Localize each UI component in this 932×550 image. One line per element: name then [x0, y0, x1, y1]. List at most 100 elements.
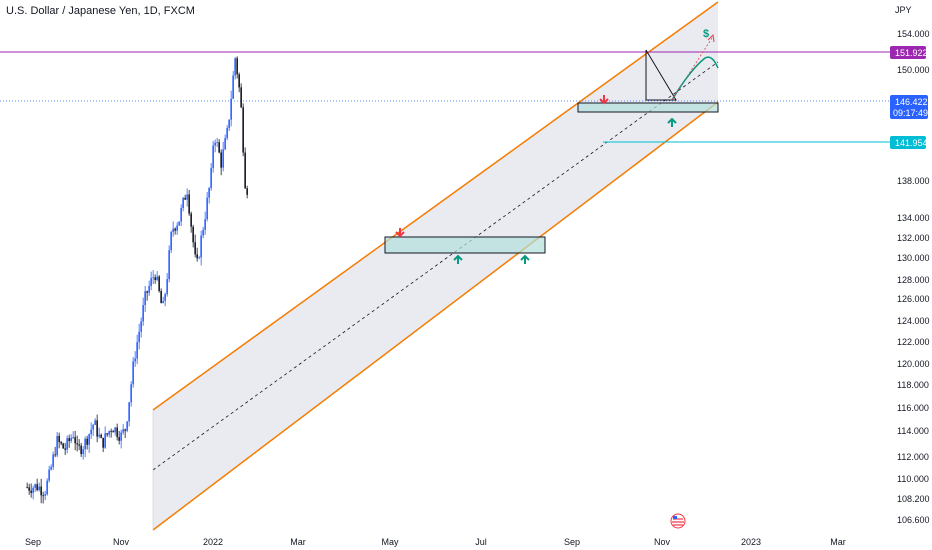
y-tick-label: 128.000	[897, 275, 930, 285]
y-tick-label: 154.000	[897, 29, 930, 39]
candle-body	[110, 431, 112, 432]
candle-body	[158, 276, 160, 291]
candle-body	[140, 321, 142, 332]
candle-body	[64, 448, 66, 450]
candle-body	[104, 433, 106, 448]
candle-body	[196, 254, 198, 259]
y-tick-label: 120.000	[897, 359, 930, 369]
x-tick-label: 2022	[203, 537, 223, 547]
currency-label: JPY	[895, 5, 912, 15]
candle-body	[38, 486, 40, 491]
candle-body	[106, 433, 108, 435]
candle-body	[30, 490, 32, 493]
demand-zone-right[interactable]	[577, 102, 719, 113]
candle-body	[214, 142, 216, 146]
candle-body	[182, 197, 184, 208]
candle-body	[46, 480, 48, 495]
candle-body	[126, 421, 128, 431]
candle-body	[146, 291, 148, 293]
candle-body	[50, 466, 52, 470]
svg-text:141.954: 141.954	[895, 138, 928, 148]
candle-body	[32, 487, 34, 493]
candle-body	[152, 277, 154, 279]
candle-body	[184, 197, 186, 200]
candle-body	[238, 74, 240, 88]
svg-text:146.422: 146.422	[895, 97, 928, 107]
candle-body	[54, 454, 56, 456]
candle-body	[172, 228, 174, 233]
y-tick-label: 122.000	[897, 337, 930, 347]
y-tick-label: 112.000	[897, 452, 929, 462]
candle-body	[60, 442, 62, 444]
candle-body	[198, 257, 200, 259]
candle-body	[114, 427, 116, 433]
candle-body	[84, 438, 86, 450]
support-price-tag: 141.954	[890, 136, 928, 149]
candle-body	[92, 424, 94, 430]
candle-body	[136, 342, 138, 359]
candle-body	[68, 438, 70, 442]
candle-body	[162, 300, 164, 304]
arrow-up-icon	[520, 254, 530, 264]
candle-body	[192, 226, 194, 243]
candle-body	[234, 58, 236, 76]
projection-arrowhead	[707, 33, 715, 43]
y-tick-label: 110.000	[897, 474, 929, 484]
channel-lower-line[interactable]	[152, 101, 719, 531]
candle-body	[128, 402, 130, 422]
candle-body	[88, 434, 90, 445]
y-tick-label: 150.000	[897, 65, 930, 75]
candle-body	[240, 87, 242, 108]
time-axis-bg[interactable]	[0, 535, 890, 550]
candle-body	[82, 449, 84, 455]
candle-body	[72, 437, 74, 439]
channel-midline[interactable]	[152, 61, 719, 471]
candle-body	[26, 487, 28, 489]
candle-body	[100, 434, 102, 438]
candle-body	[160, 290, 162, 304]
candle-body	[218, 142, 220, 153]
candle-body	[224, 138, 226, 150]
channel-upper-line[interactable]	[152, 1, 719, 411]
candle-body	[86, 438, 88, 445]
price-scale-bg[interactable]	[890, 0, 932, 535]
demand-zone-left[interactable]	[384, 236, 546, 254]
candle-body	[206, 197, 208, 220]
candle-body	[96, 420, 98, 437]
candle-body	[76, 443, 78, 445]
candle-body	[210, 168, 212, 189]
candle-body	[190, 213, 192, 227]
y-tick-label: 118.000	[897, 380, 929, 390]
candle-body	[116, 427, 118, 438]
candle-body	[212, 145, 214, 169]
candle-body	[66, 438, 68, 450]
resistance-price-tag: 151.922	[890, 46, 928, 59]
candle-body	[98, 434, 100, 437]
candle-body	[244, 152, 246, 189]
projection-curve[interactable]	[671, 56, 719, 101]
candle-body	[208, 188, 210, 198]
projection-dotted	[671, 37, 713, 101]
candle-body	[180, 207, 182, 222]
candle-body	[170, 232, 172, 251]
candle-body	[132, 361, 134, 385]
candle-body	[226, 128, 228, 139]
candle-body	[186, 194, 188, 200]
candle-body	[90, 429, 92, 435]
us-flag-icon[interactable]	[670, 513, 686, 529]
x-tick-label: Sep	[25, 537, 41, 547]
y-tick-label: 126.000	[897, 294, 930, 304]
triangle-pattern[interactable]	[645, 49, 677, 101]
candle-body	[62, 443, 64, 449]
candle-body	[246, 188, 248, 195]
candle-body	[78, 444, 80, 446]
candle-body	[120, 432, 122, 441]
candle-body	[112, 431, 114, 433]
y-tick-label: 130.000	[897, 253, 930, 263]
arrow-down-icon	[395, 228, 405, 238]
candle-body	[230, 98, 232, 120]
candle-body	[118, 437, 120, 441]
candle-body	[176, 225, 178, 231]
candle-body	[174, 228, 176, 231]
